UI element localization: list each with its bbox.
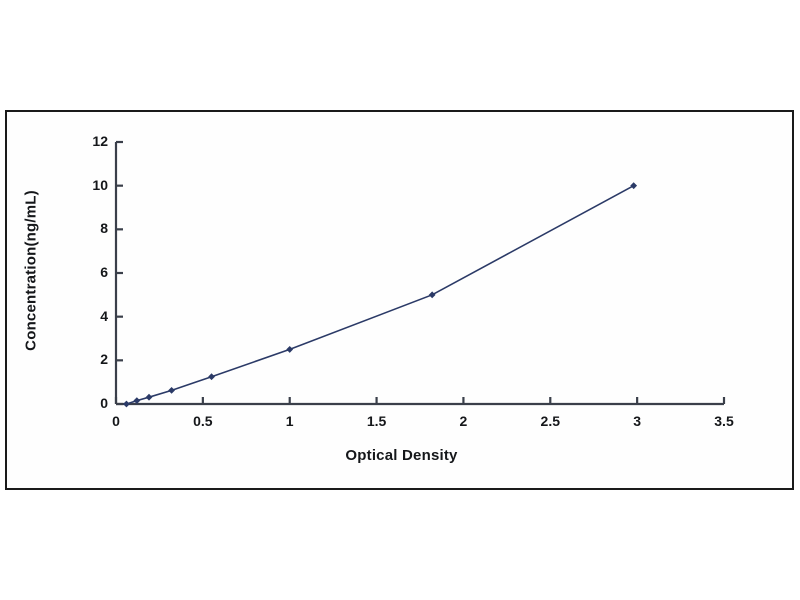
y-tick-label: 2 — [100, 351, 108, 368]
x-tick-label: 2.5 — [540, 413, 561, 429]
data-point-marker — [168, 386, 175, 394]
data-point-marker — [630, 182, 638, 190]
y-tick-label: 0 — [100, 395, 108, 411]
chart-canvas — [114, 140, 726, 408]
data-point-marker — [428, 291, 436, 299]
y-tick-label: 4 — [100, 307, 108, 324]
data-point-marker — [145, 393, 153, 401]
x-tick-label: 1.5 — [366, 413, 387, 429]
plot-area: Concentration(ng/mL) Optical Density 0 2 4… — [7, 112, 796, 492]
data-point-marker — [133, 397, 141, 404]
series-line — [126, 184, 635, 405]
data-point-marker — [286, 346, 294, 353]
y-tick-label: 8 — [100, 220, 108, 237]
x-tick-label: 0 — [112, 413, 120, 429]
x-tick-label: 2 — [459, 413, 468, 429]
x-tick-label: 1 — [285, 413, 294, 429]
y-tick-label: 10 — [92, 176, 108, 193]
data-point-marker — [123, 400, 130, 408]
x-tick-label: 0.5 — [193, 413, 213, 429]
y-axis-title: Concentration(ng/mL) — [22, 190, 40, 351]
data-point-marker — [208, 373, 215, 381]
y-tick-label: 12 — [92, 133, 108, 149]
figure-frame: Concentration(ng/mL) Optical Density 0 2 4… — [5, 110, 794, 490]
y-tick-label: 6 — [100, 264, 108, 280]
x-tick-label: 3.5 — [714, 413, 734, 429]
x-axis-title: Optical Density — [345, 447, 458, 464]
x-tick-label: 3 — [633, 413, 642, 429]
